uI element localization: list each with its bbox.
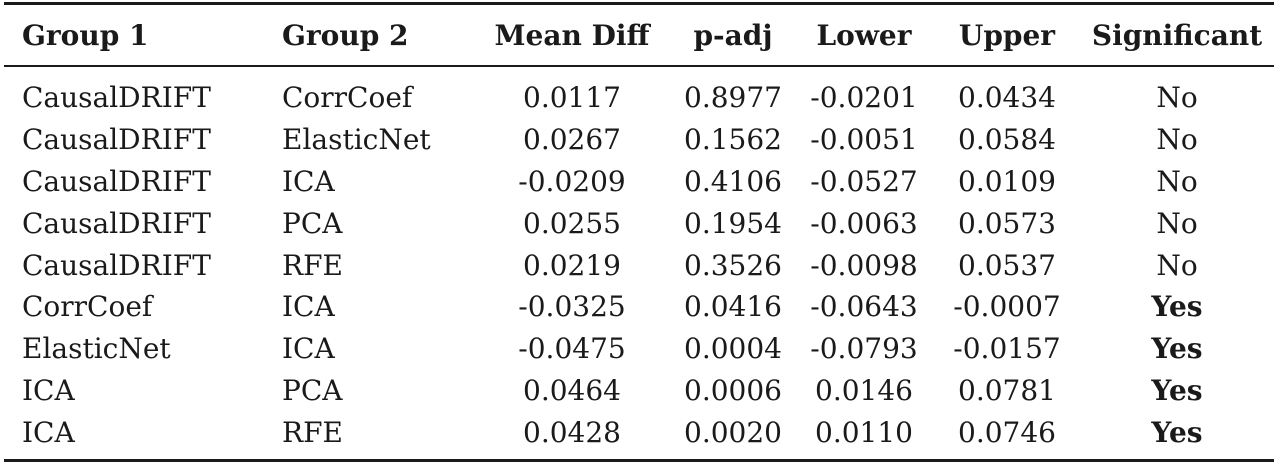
cell-group-2: ElasticNet <box>282 123 431 157</box>
cell-upper: -0.0007 <box>953 290 1061 324</box>
table-row: ICA PCA 0.0464 0.0006 0.0146 0.0781 Yes <box>4 370 1274 412</box>
cell-lower: -0.0527 <box>810 164 918 198</box>
table-row: CausalDRIFT ElasticNet 0.0267 0.1562 -0.… <box>4 119 1274 161</box>
cell-p-adj: 0.0006 <box>684 373 782 407</box>
cell-significant: Yes <box>1151 373 1203 407</box>
cell-p-adj: 0.0020 <box>684 415 782 449</box>
cell-significant: No <box>1156 206 1198 240</box>
cell-group-2: ICA <box>282 332 335 366</box>
cell-group-1: ICA <box>22 415 75 449</box>
cell-significant: No <box>1156 81 1198 115</box>
cell-mean-diff: 0.0267 <box>523 123 621 157</box>
cell-group-2: RFE <box>282 415 343 449</box>
cell-upper: 0.0781 <box>958 373 1056 407</box>
cell-significant: No <box>1156 164 1198 198</box>
tukey-results-table: Group 1 Group 2 Mean Diff p-adj Lower Up… <box>4 2 1274 462</box>
cell-mean-diff: 0.0117 <box>523 81 621 115</box>
header-lower: Lower <box>816 18 912 52</box>
cell-mean-diff: 0.0255 <box>523 206 621 240</box>
cell-mean-diff: 0.0464 <box>523 373 621 407</box>
cell-group-1: CausalDRIFT <box>22 248 211 282</box>
cell-lower: -0.0793 <box>810 332 918 366</box>
cell-lower: -0.0201 <box>810 81 918 115</box>
cell-mean-diff: 0.0428 <box>523 415 621 449</box>
table-row: CorrCoef ICA -0.0325 0.0416 -0.0643 -0.0… <box>4 286 1274 328</box>
cell-mean-diff: -0.0209 <box>518 164 626 198</box>
cell-significant: Yes <box>1151 415 1203 449</box>
cell-group-2: ICA <box>282 290 335 324</box>
cell-group-1: CausalDRIFT <box>22 164 211 198</box>
cell-lower: 0.0110 <box>815 415 913 449</box>
cell-group-1: CausalDRIFT <box>22 206 211 240</box>
header-group-2: Group 2 <box>282 18 409 52</box>
table-row: CausalDRIFT PCA 0.0255 0.1954 -0.0063 0.… <box>4 202 1274 244</box>
header-group-1: Group 1 <box>22 18 149 52</box>
cell-mean-diff: -0.0475 <box>518 332 626 366</box>
table-row: ICA RFE 0.0428 0.0020 0.0110 0.0746 Yes <box>4 411 1274 461</box>
table-row: ElasticNet ICA -0.0475 0.0004 -0.0793 -0… <box>4 328 1274 370</box>
cell-group-1: CausalDRIFT <box>22 123 211 157</box>
tukey-results-table-container: Group 1 Group 2 Mean Diff p-adj Lower Up… <box>4 2 1274 462</box>
cell-mean-diff: -0.0325 <box>518 290 626 324</box>
cell-group-2: ICA <box>282 164 335 198</box>
header-row: Group 1 Group 2 Mean Diff p-adj Lower Up… <box>4 3 1274 66</box>
cell-upper: 0.0537 <box>958 248 1056 282</box>
cell-upper: 0.0434 <box>958 81 1056 115</box>
cell-group-2: CorrCoef <box>282 81 413 115</box>
cell-significant: Yes <box>1151 332 1203 366</box>
cell-upper: -0.0157 <box>953 332 1061 366</box>
cell-upper: 0.0109 <box>958 164 1056 198</box>
cell-group-2: PCA <box>282 206 343 240</box>
cell-upper: 0.0573 <box>958 206 1056 240</box>
header-mean-diff: Mean Diff <box>494 18 650 52</box>
table-body: CausalDRIFT CorrCoef 0.0117 0.8977 -0.02… <box>4 66 1274 461</box>
cell-upper: 0.0584 <box>958 123 1056 157</box>
cell-p-adj: 0.1954 <box>684 206 782 240</box>
cell-significant: No <box>1156 123 1198 157</box>
header-upper: Upper <box>958 18 1056 52</box>
header-significant: Significant <box>1091 18 1263 52</box>
header-p-adj: p-adj <box>693 18 773 52</box>
cell-lower: -0.0098 <box>810 248 918 282</box>
table-row: CausalDRIFT ICA -0.0209 0.4106 -0.0527 0… <box>4 161 1274 203</box>
cell-group-1: CausalDRIFT <box>22 81 211 115</box>
cell-group-1: ElasticNet <box>22 332 171 366</box>
cell-p-adj: 0.0004 <box>684 332 782 366</box>
cell-upper: 0.0746 <box>958 415 1056 449</box>
table-header: Group 1 Group 2 Mean Diff p-adj Lower Up… <box>4 3 1274 66</box>
cell-p-adj: 0.1562 <box>684 123 782 157</box>
cell-group-2: RFE <box>282 248 343 282</box>
table-row: CausalDRIFT CorrCoef 0.0117 0.8977 -0.02… <box>4 66 1274 119</box>
cell-lower: -0.0063 <box>810 206 918 240</box>
cell-p-adj: 0.8977 <box>684 81 782 115</box>
cell-p-adj: 0.4106 <box>684 164 782 198</box>
cell-mean-diff: 0.0219 <box>523 248 621 282</box>
cell-lower: -0.0051 <box>810 123 918 157</box>
cell-p-adj: 0.0416 <box>684 290 782 324</box>
table-row: CausalDRIFT RFE 0.0219 0.3526 -0.0098 0.… <box>4 244 1274 286</box>
cell-group-2: PCA <box>282 373 343 407</box>
cell-group-1: CorrCoef <box>22 290 153 324</box>
cell-p-adj: 0.3526 <box>684 248 782 282</box>
cell-significant: Yes <box>1151 290 1203 324</box>
cell-group-1: ICA <box>22 373 75 407</box>
cell-lower: -0.0643 <box>810 290 918 324</box>
cell-lower: 0.0146 <box>815 373 913 407</box>
cell-significant: No <box>1156 248 1198 282</box>
